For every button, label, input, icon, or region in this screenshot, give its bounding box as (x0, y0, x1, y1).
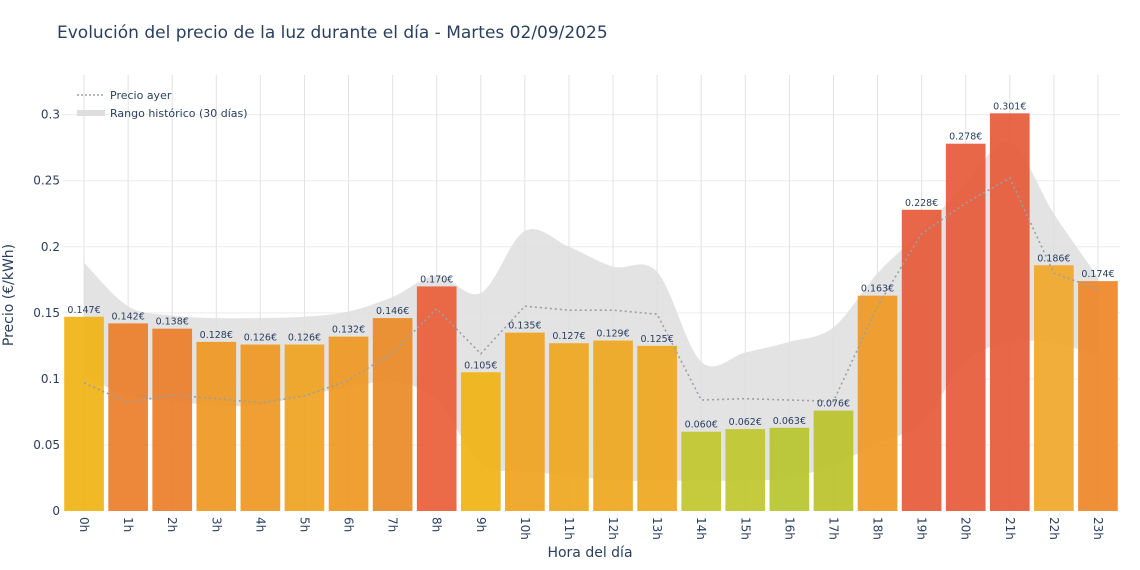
x-tick-label: 12h (606, 517, 620, 540)
x-tick-label: 21h (1003, 517, 1017, 540)
data-label-4h: 0.126€ (244, 333, 277, 344)
bar-10h (505, 332, 545, 511)
data-label-12h: 0.129€ (596, 329, 629, 340)
bars (64, 113, 1118, 511)
x-tick-label: 15h (738, 517, 752, 540)
x-tick-label: 1h (121, 517, 135, 532)
legend-item-yesterday: Precio ayer (110, 89, 172, 102)
data-label-23h: 0.174€ (1081, 269, 1114, 280)
x-tick-label: 13h (650, 517, 664, 540)
data-label-2h: 0.138€ (156, 317, 189, 328)
data-label-15h: 0.062€ (729, 417, 762, 428)
data-label-1h: 0.142€ (112, 311, 145, 322)
historical-range-area (84, 141, 1098, 482)
data-label-0h: 0.147€ (67, 305, 100, 316)
data-label-22h: 0.186€ (1037, 253, 1070, 264)
data-label-8h: 0.170€ (420, 274, 453, 285)
x-axis-title: Hora del día (547, 545, 632, 561)
y-tick-label: 0.3 (41, 108, 60, 122)
chart-title: Evolución del precio de la luz durante e… (57, 23, 608, 43)
x-tick-label: 23h (1091, 517, 1105, 540)
legend-item-historical-range: Rango histórico (30 días) (110, 107, 248, 120)
bar-3h (196, 341, 237, 511)
x-tick-label: 10h (518, 517, 532, 540)
data-label-16h: 0.063€ (773, 416, 806, 427)
x-tick-label: 6h (342, 517, 356, 532)
data-label-9h: 0.105€ (464, 360, 497, 371)
bar-23h (1078, 281, 1118, 511)
bar-17h (813, 410, 854, 511)
data-label-14h: 0.060€ (685, 420, 718, 431)
x-tick-label: 17h (826, 517, 840, 540)
x-tick-label: 3h (209, 517, 223, 532)
data-label-20h: 0.278€ (949, 132, 982, 143)
x-tick-label: 22h (1047, 517, 1061, 540)
x-tick-label: 14h (694, 517, 708, 540)
bar-6h (328, 336, 369, 511)
bar-16h (769, 427, 810, 511)
data-label-21h: 0.301€ (993, 101, 1026, 112)
bar-11h (549, 343, 589, 511)
x-tick-label: 4h (253, 517, 267, 532)
x-tick-label: 0h (77, 517, 91, 532)
bar-4h (240, 344, 281, 511)
x-tick-label: 2h (165, 517, 179, 532)
x-tick-label: 16h (782, 517, 796, 540)
bar-7h (372, 318, 413, 511)
bar-13h (637, 345, 677, 511)
data-label-6h: 0.132€ (332, 325, 365, 336)
legend-band-symbol (77, 110, 105, 116)
data-label-7h: 0.146€ (376, 306, 409, 317)
historical-range-band (84, 141, 1098, 482)
data-label-17h: 0.076€ (817, 399, 850, 410)
x-tick-label: 18h (871, 517, 885, 540)
x-tick-label: 20h (959, 517, 973, 540)
data-label-5h: 0.126€ (288, 333, 321, 344)
y-tick-label: 0.1 (41, 372, 60, 386)
bar-19h (901, 209, 942, 511)
data-label-13h: 0.125€ (641, 334, 674, 345)
x-tick-label: 19h (915, 517, 929, 540)
x-tick-label: 7h (386, 517, 400, 532)
data-label-18h: 0.163€ (861, 284, 894, 295)
x-tick-label: 9h (474, 517, 488, 532)
data-label-3h: 0.128€ (200, 330, 233, 341)
bar-2h (152, 328, 193, 511)
yesterday-price-polyline (83, 176, 1099, 404)
data-label-19h: 0.228€ (905, 198, 938, 209)
data-label-11h: 0.127€ (552, 331, 585, 342)
y-tick-label: 0.25 (33, 174, 60, 188)
x-tick-label: 11h (562, 517, 576, 540)
y-axis-title: Precio (€/kWh) (1, 244, 17, 346)
y-tick-label: 0.05 (33, 438, 60, 452)
y-tick-label: 0.15 (33, 306, 60, 320)
bar-8h (416, 286, 457, 511)
bar-18h (857, 295, 898, 511)
bar-15h (725, 429, 766, 511)
bar-14h (681, 431, 722, 511)
bar-1h (108, 323, 148, 511)
x-tick-label: 5h (297, 517, 311, 532)
data-label-10h: 0.135€ (508, 321, 541, 332)
data-labels: 0.147€ 0.142€ 0.138€ 0.128€ 0.126€ 0.126€ 0.13… (67, 101, 1114, 430)
bar-20h (945, 143, 986, 511)
y-tick-label: 0 (52, 504, 60, 518)
y-tick-label: 0.2 (41, 240, 60, 254)
y-axis-ticks: 0 0.05 0.1 0.15 0.2 0.25 0.3 (33, 108, 60, 518)
bar-0h (64, 316, 104, 511)
legend: Precio ayer Rango histórico (30 días) (77, 89, 248, 120)
x-tick-label: 8h (430, 517, 444, 532)
bar-21h (989, 113, 1030, 511)
yesterday-price-line (83, 176, 1099, 404)
bar-22h (1034, 265, 1074, 511)
bar-5h (284, 344, 325, 511)
bar-12h (593, 340, 633, 511)
x-axis-ticks: 0h 1h 2h 3h 4h 5h 6h 7h 8h 9h 10h 11h 12h 13h 14h 15h 16… (77, 517, 1105, 540)
bar-9h (460, 372, 501, 511)
